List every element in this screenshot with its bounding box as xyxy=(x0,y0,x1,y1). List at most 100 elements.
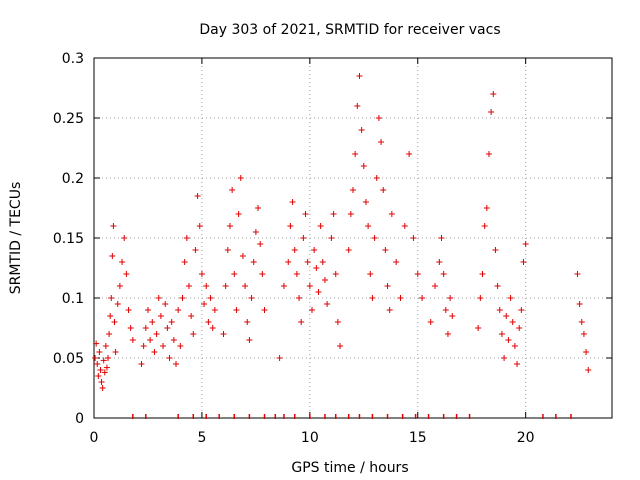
data-point xyxy=(287,223,294,229)
x-tick-label: 15 xyxy=(409,430,427,446)
data-point xyxy=(157,313,164,319)
data-point xyxy=(177,343,184,349)
data-point xyxy=(257,241,264,247)
data-point xyxy=(367,271,374,277)
data-point xyxy=(511,343,518,349)
data-point xyxy=(155,295,162,301)
data-point xyxy=(280,283,287,289)
data-point xyxy=(162,301,169,307)
data-point xyxy=(432,283,439,289)
data-point xyxy=(289,199,296,205)
data-point xyxy=(375,115,382,121)
data-point xyxy=(114,301,121,307)
data-point xyxy=(188,313,195,319)
data-point xyxy=(220,331,227,337)
data-point xyxy=(255,205,262,211)
data-point xyxy=(371,235,378,241)
data-point xyxy=(149,319,156,325)
data-point xyxy=(332,271,339,277)
data-points xyxy=(92,73,592,419)
data-point xyxy=(259,271,266,277)
data-point xyxy=(211,307,218,313)
data-point xyxy=(514,361,521,367)
data-point xyxy=(109,253,116,259)
data-point xyxy=(205,319,212,325)
data-point xyxy=(153,331,160,337)
data-point xyxy=(170,337,177,343)
data-point xyxy=(209,325,216,331)
data-point xyxy=(140,343,147,349)
data-point xyxy=(483,205,490,211)
chart-title: Day 303 of 2021, SRMTID for receiver vac… xyxy=(199,22,500,38)
grid-lines xyxy=(94,57,612,418)
data-point xyxy=(94,361,101,367)
data-point xyxy=(358,127,365,133)
y-tick-label: 0.1 xyxy=(62,291,84,307)
y-tick-label: 0.15 xyxy=(53,231,84,247)
data-point xyxy=(419,295,426,301)
data-point xyxy=(235,211,242,217)
x-tick-label: 5 xyxy=(197,430,206,446)
data-point xyxy=(481,223,488,229)
data-point xyxy=(237,175,244,181)
data-point xyxy=(226,223,233,229)
data-point xyxy=(306,283,313,289)
data-point xyxy=(509,319,516,325)
data-point xyxy=(585,367,592,373)
data-point xyxy=(347,211,354,217)
data-point xyxy=(105,355,112,361)
data-point xyxy=(496,307,503,313)
data-point xyxy=(414,271,421,277)
data-point xyxy=(427,319,434,325)
data-point xyxy=(103,364,110,371)
data-point xyxy=(125,307,132,313)
data-point xyxy=(102,343,109,349)
data-point xyxy=(99,385,106,391)
data-point xyxy=(142,325,149,331)
x-axis-label: GPS time / hours xyxy=(291,460,408,476)
data-point xyxy=(194,193,201,199)
data-point xyxy=(386,307,393,313)
data-point xyxy=(574,271,581,277)
data-point xyxy=(93,340,100,347)
data-point xyxy=(410,235,417,241)
data-point xyxy=(356,73,363,79)
data-point xyxy=(393,259,400,265)
axis-ticks: 0 5 10 15 20 0 0.05 0.1 0.15 0.2 0.25 0.3 xyxy=(53,51,612,446)
data-point xyxy=(324,301,331,307)
data-point xyxy=(244,319,251,325)
data-point xyxy=(447,295,454,301)
data-point xyxy=(298,319,305,325)
data-point xyxy=(317,223,324,229)
y-tick-label: 0.25 xyxy=(53,111,84,127)
data-point xyxy=(183,235,190,241)
data-point xyxy=(321,277,328,283)
data-point xyxy=(518,307,525,313)
data-point xyxy=(144,307,151,313)
data-point xyxy=(503,313,510,319)
y-tick-label: 0 xyxy=(75,411,84,427)
data-point xyxy=(166,355,173,361)
data-point xyxy=(123,271,130,277)
data-point xyxy=(388,211,395,217)
data-point xyxy=(479,271,486,277)
data-point xyxy=(110,223,117,229)
data-point xyxy=(328,235,335,241)
data-point xyxy=(224,247,231,253)
y-tick-label: 0.2 xyxy=(62,171,84,187)
data-point xyxy=(337,343,344,349)
data-point xyxy=(95,373,102,379)
y-tick-label: 0.05 xyxy=(53,351,84,367)
data-point xyxy=(173,361,180,367)
data-point xyxy=(505,337,512,343)
data-point xyxy=(583,349,590,355)
data-point xyxy=(580,331,587,337)
data-point xyxy=(203,283,210,289)
data-point xyxy=(522,241,529,247)
data-point xyxy=(222,283,229,289)
data-point xyxy=(313,265,320,271)
data-point xyxy=(397,295,404,301)
data-point xyxy=(129,337,136,343)
data-point xyxy=(438,235,445,241)
data-point xyxy=(138,361,145,367)
